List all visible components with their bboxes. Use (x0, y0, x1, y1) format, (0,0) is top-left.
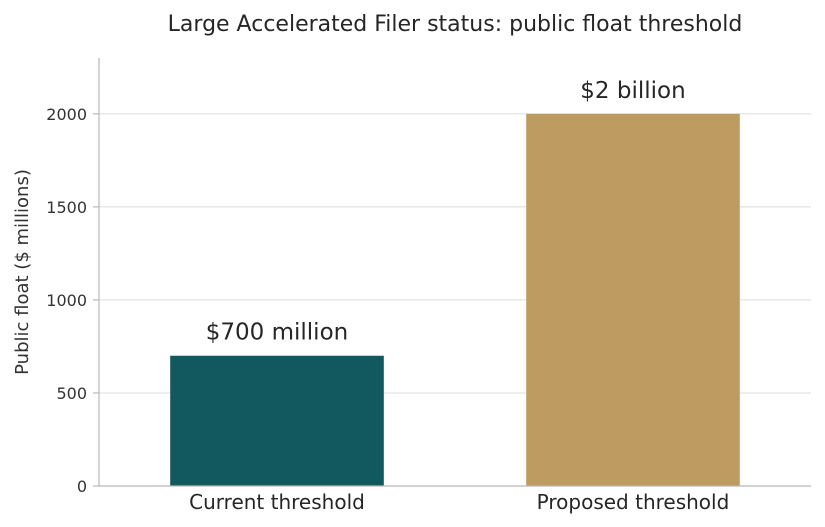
data-label: $700 million (206, 320, 348, 346)
chart-title: Large Accelerated Filer status: public f… (168, 12, 743, 37)
y-tick-label: 500 (56, 384, 87, 403)
data-label: $2 billion (580, 78, 685, 104)
y-tick-label: 1000 (46, 291, 87, 310)
bars (170, 113, 740, 487)
y-ticks: 0 500 1000 1500 2000 (46, 105, 99, 496)
x-tick-label: Current threshold (189, 490, 365, 514)
y-tick-label: 2000 (46, 105, 87, 124)
bar-current-threshold (170, 355, 384, 486)
data-labels: $700 million $2 billion (206, 78, 686, 346)
x-tick-label: Proposed threshold (537, 490, 730, 514)
y-tick-label: 0 (77, 477, 87, 496)
x-tick-labels: Current threshold Proposed threshold (189, 490, 729, 514)
y-axis-label: Public float ($ millions) (12, 169, 33, 375)
axes (98, 58, 811, 487)
bar-proposed-threshold (526, 113, 740, 487)
y-tick-label: 1500 (46, 198, 87, 217)
